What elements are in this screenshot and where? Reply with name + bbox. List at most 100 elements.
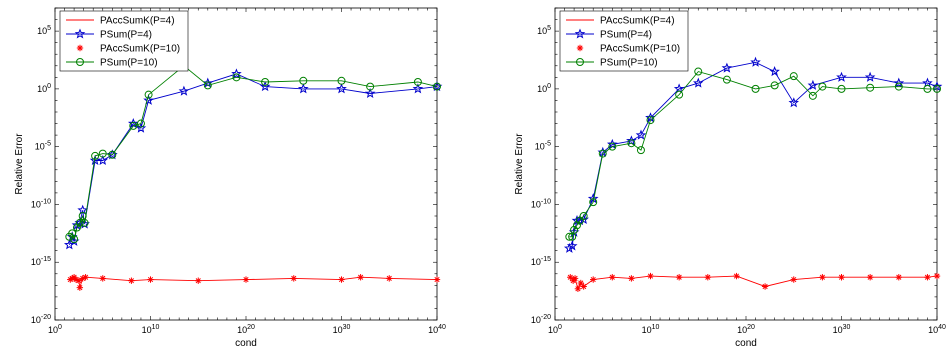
y-tick-label: 10-10: [531, 198, 551, 209]
asterisk-marker: [76, 44, 84, 52]
asterisk-marker: [574, 285, 582, 292]
asterisk-marker: [576, 44, 584, 52]
circle-marker: [866, 83, 875, 92]
star-marker: [143, 94, 154, 105]
legend-label: PSum(P=10): [600, 58, 658, 69]
asterisk-marker: [242, 276, 250, 283]
series-psum-p-10-: [565, 67, 941, 241]
star-marker: [750, 56, 761, 67]
asterisk-marker: [147, 276, 154, 283]
legend-item: PAccSumK(P=10): [576, 44, 680, 55]
legend-item: PSum(P=4): [566, 28, 652, 41]
y-tick-label: 10-10: [31, 198, 51, 209]
star-marker: [259, 81, 271, 92]
legend-label: PSum(P=4): [600, 30, 652, 41]
star-marker: [721, 62, 733, 73]
y-tick-label: 10-15: [531, 256, 551, 267]
circle-marker: [923, 84, 932, 93]
circle-marker: [144, 90, 153, 99]
star-marker: [931, 81, 943, 92]
circle-marker: [80, 218, 89, 227]
legend-label: PAccSumK(P=4): [100, 16, 175, 27]
legend-label: PAccSumK(P=10): [600, 44, 680, 55]
star-marker: [566, 240, 578, 251]
circle-marker: [261, 77, 270, 86]
asterisk-marker: [866, 274, 874, 281]
asterisk-marker: [357, 274, 364, 281]
asterisk-marker: [290, 275, 297, 282]
legend-label: PSum(P=4): [100, 30, 152, 41]
x-tick-label: 1030: [833, 324, 851, 335]
asterisk-marker: [819, 274, 826, 281]
y-tick-label: 105: [537, 25, 551, 36]
legend-box: [559, 10, 689, 72]
asterisk-marker: [675, 274, 683, 281]
x-tick-label: 100: [48, 324, 62, 335]
circle-marker: [933, 84, 941, 93]
star-marker: [297, 83, 309, 94]
legend-label: PAccSumK(P=4): [600, 16, 675, 27]
y-tick-label: 105: [37, 25, 51, 36]
star-marker: [574, 28, 586, 39]
circle-marker: [337, 76, 346, 85]
asterisk-marker: [99, 275, 106, 282]
x-tick-label: 1010: [642, 324, 660, 335]
asterisk-marker: [338, 276, 345, 283]
circle-marker: [894, 82, 903, 91]
circle-marker: [366, 82, 375, 91]
star-marker: [864, 71, 876, 82]
asterisk-marker: [580, 283, 587, 290]
circle-marker: [818, 82, 827, 91]
circle-marker: [675, 90, 684, 99]
asterisk-marker: [790, 276, 797, 283]
circle-marker: [433, 82, 441, 91]
chart-panel-1: 100 1010 1020 1030 1040 10-20 10-15 10-10 10-5 10…: [14, 7, 446, 349]
star-marker: [893, 77, 905, 88]
asterisk-marker: [72, 276, 80, 283]
asterisk-marker: [733, 272, 740, 280]
asterisk-marker: [82, 274, 89, 281]
legend-box: [59, 10, 189, 72]
circle-marker: [108, 150, 117, 159]
circle-marker: [565, 232, 574, 241]
asterisk-marker: [933, 272, 941, 280]
circle-marker: [413, 77, 422, 86]
circle-marker: [72, 223, 81, 232]
circle-marker: [722, 75, 731, 84]
y-tick-label: 10-5: [535, 141, 551, 152]
asterisk-marker: [195, 277, 202, 284]
y-tick-label: 10-20: [31, 314, 51, 325]
legend: PAccSumK(P=4) PSum(P=4) PAccSumK(P=10) PSum…: [559, 10, 689, 72]
y-axis-label: Relative Error: [514, 133, 525, 195]
circle-marker: [129, 121, 138, 130]
circle-marker: [837, 84, 846, 93]
circle-marker: [91, 151, 100, 160]
circle-marker: [75, 218, 84, 227]
star-marker: [127, 118, 139, 129]
circle-marker: [579, 212, 588, 220]
circle-marker: [98, 149, 107, 158]
asterisk-marker: [704, 274, 711, 281]
asterisk-marker: [838, 274, 845, 281]
x-tick-label: 1040: [428, 324, 446, 335]
x-axis-label: cond: [235, 338, 257, 349]
circle-marker: [136, 119, 145, 128]
x-tick-label: 1020: [237, 324, 255, 335]
circle-marker: [299, 76, 308, 85]
circle-marker: [598, 149, 607, 158]
asterisk-marker: [647, 272, 654, 280]
star-marker: [231, 68, 242, 79]
asterisk-marker: [895, 274, 902, 281]
asterisk-marker: [433, 276, 441, 283]
series-paccsumk-p-10-: [67, 274, 441, 291]
legend-item: PAccSumK(P=10): [76, 44, 180, 55]
circle-marker: [68, 229, 77, 238]
x-tick-label: 1040: [928, 324, 946, 335]
asterisk-marker: [128, 277, 135, 284]
star-marker: [606, 138, 618, 149]
circle-marker: [789, 72, 798, 81]
circle-marker: [576, 58, 584, 66]
circle-marker: [203, 81, 212, 90]
asterisk-marker: [628, 275, 635, 282]
